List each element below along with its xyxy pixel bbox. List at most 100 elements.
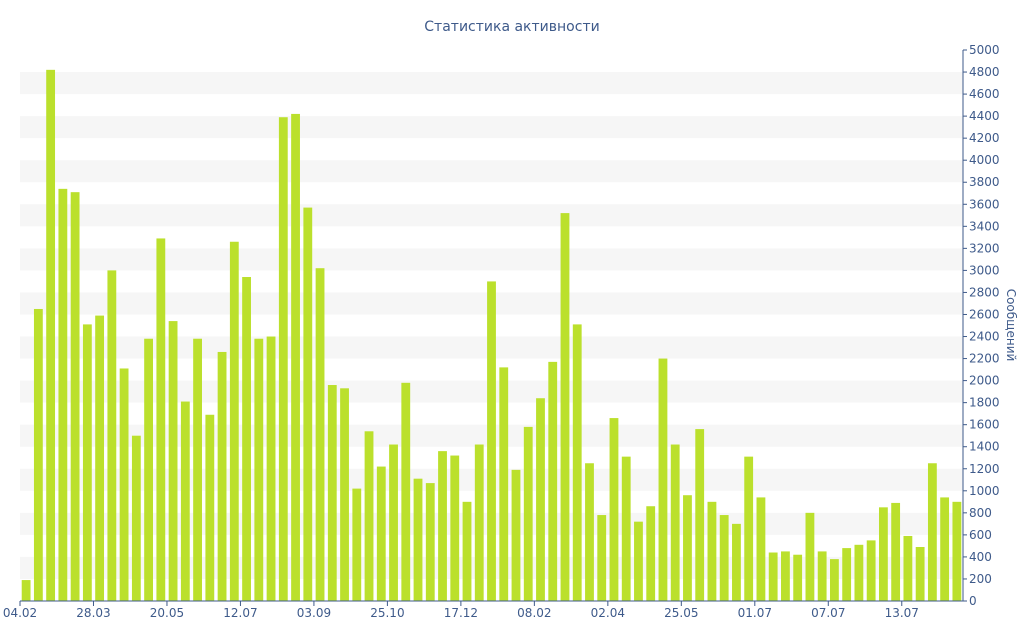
bar[interactable] bbox=[119, 368, 129, 601]
y-tick-label: 2800 bbox=[969, 285, 1000, 299]
bar[interactable] bbox=[217, 351, 227, 601]
bar[interactable] bbox=[940, 497, 950, 601]
bar[interactable] bbox=[830, 559, 839, 601]
bar[interactable] bbox=[781, 551, 790, 601]
bar[interactable] bbox=[376, 466, 386, 601]
y-tick-label: 4000 bbox=[969, 153, 1000, 167]
bar[interactable] bbox=[107, 270, 117, 601]
bar[interactable] bbox=[340, 388, 349, 601]
bar[interactable] bbox=[866, 540, 876, 601]
bar[interactable] bbox=[21, 580, 31, 601]
y-tick-label: 800 bbox=[969, 506, 992, 520]
bar[interactable] bbox=[156, 238, 166, 601]
bar[interactable] bbox=[180, 401, 190, 601]
bar[interactable] bbox=[303, 207, 313, 601]
bar[interactable] bbox=[646, 506, 656, 601]
bar[interactable] bbox=[915, 547, 925, 601]
bar[interactable] bbox=[401, 382, 411, 601]
x-tick-label: 02.04 bbox=[591, 606, 625, 620]
bar[interactable] bbox=[46, 69, 56, 602]
bar[interactable] bbox=[634, 521, 643, 601]
bar[interactable] bbox=[707, 501, 717, 601]
bar[interactable] bbox=[58, 188, 68, 601]
bar[interactable] bbox=[670, 444, 680, 601]
x-tick-label: 03.09 bbox=[297, 606, 331, 620]
bar[interactable] bbox=[193, 338, 202, 601]
bar[interactable] bbox=[732, 523, 741, 601]
x-tick-label: 28.03 bbox=[76, 606, 110, 620]
bar[interactable] bbox=[621, 456, 631, 601]
bar[interactable] bbox=[597, 515, 607, 601]
bar[interactable] bbox=[70, 192, 80, 601]
bar[interactable] bbox=[82, 324, 92, 601]
bar[interactable] bbox=[254, 338, 264, 601]
bar[interactable] bbox=[266, 336, 276, 601]
bar[interactable] bbox=[744, 456, 754, 601]
y-tick-label: 1200 bbox=[969, 462, 1000, 476]
y-tick-label: 2600 bbox=[969, 307, 1000, 321]
x-tick-label: 17.12 bbox=[444, 606, 478, 620]
bar[interactable] bbox=[952, 501, 962, 601]
chart-title: Статистика активности bbox=[424, 19, 599, 35]
bar[interactable] bbox=[927, 463, 937, 601]
bar[interactable] bbox=[817, 551, 827, 601]
grid-band bbox=[20, 160, 963, 183]
bar[interactable] bbox=[168, 321, 178, 601]
bar[interactable] bbox=[609, 418, 619, 601]
bar[interactable] bbox=[33, 308, 43, 601]
bar[interactable] bbox=[131, 435, 141, 601]
bar[interactable] bbox=[450, 455, 460, 601]
bar[interactable] bbox=[854, 544, 864, 601]
x-tick-label: 13.07 bbox=[885, 606, 919, 620]
bar[interactable] bbox=[352, 488, 362, 601]
bar[interactable] bbox=[805, 512, 815, 601]
bar[interactable] bbox=[413, 478, 423, 601]
bar[interactable] bbox=[756, 497, 766, 601]
bar[interactable] bbox=[768, 552, 778, 601]
bar[interactable] bbox=[891, 502, 901, 601]
bar[interactable] bbox=[462, 501, 472, 601]
y-tick-label: 0 bbox=[969, 594, 977, 608]
x-tick-label: 12.07 bbox=[223, 606, 257, 620]
bar[interactable] bbox=[842, 548, 852, 601]
x-tick-label: 04.02 bbox=[3, 606, 37, 620]
bar[interactable] bbox=[95, 315, 105, 601]
bar[interactable] bbox=[793, 554, 803, 601]
y-tick-label: 4400 bbox=[969, 109, 1000, 123]
bar[interactable] bbox=[291, 113, 300, 602]
y-tick-label: 200 bbox=[969, 572, 992, 586]
bar[interactable] bbox=[487, 281, 496, 601]
bar[interactable] bbox=[585, 463, 594, 601]
bar[interactable] bbox=[205, 414, 215, 601]
bar[interactable] bbox=[499, 367, 509, 601]
bar[interactable] bbox=[572, 324, 582, 601]
y-tick-label: 1600 bbox=[969, 418, 1000, 432]
bar[interactable] bbox=[438, 451, 447, 601]
bar[interactable] bbox=[878, 507, 888, 601]
bar[interactable] bbox=[315, 268, 325, 601]
y-tick-label: 1800 bbox=[969, 396, 1000, 410]
y-tick-label: 600 bbox=[969, 528, 992, 542]
y-tick-label: 3800 bbox=[969, 175, 1000, 189]
bar[interactable] bbox=[389, 444, 398, 601]
bar[interactable] bbox=[474, 444, 484, 601]
bar[interactable] bbox=[511, 469, 521, 601]
bar[interactable] bbox=[658, 358, 668, 601]
bar[interactable] bbox=[719, 515, 729, 601]
bar[interactable] bbox=[548, 361, 558, 601]
bar[interactable] bbox=[536, 398, 545, 601]
bar[interactable] bbox=[278, 117, 288, 601]
bar[interactable] bbox=[327, 385, 337, 601]
bar[interactable] bbox=[242, 277, 251, 601]
bar[interactable] bbox=[364, 431, 374, 601]
bar[interactable] bbox=[560, 213, 570, 601]
bar[interactable] bbox=[903, 535, 913, 601]
bar[interactable] bbox=[683, 495, 692, 601]
x-axis: 04.02 28.03 20.05 12.07 03.09 25.10 17.12 08.02… bbox=[3, 600, 963, 620]
bar[interactable] bbox=[695, 429, 705, 601]
bar[interactable] bbox=[425, 483, 435, 601]
bar[interactable] bbox=[229, 241, 239, 601]
bar[interactable] bbox=[523, 426, 533, 601]
bar[interactable] bbox=[144, 338, 153, 601]
